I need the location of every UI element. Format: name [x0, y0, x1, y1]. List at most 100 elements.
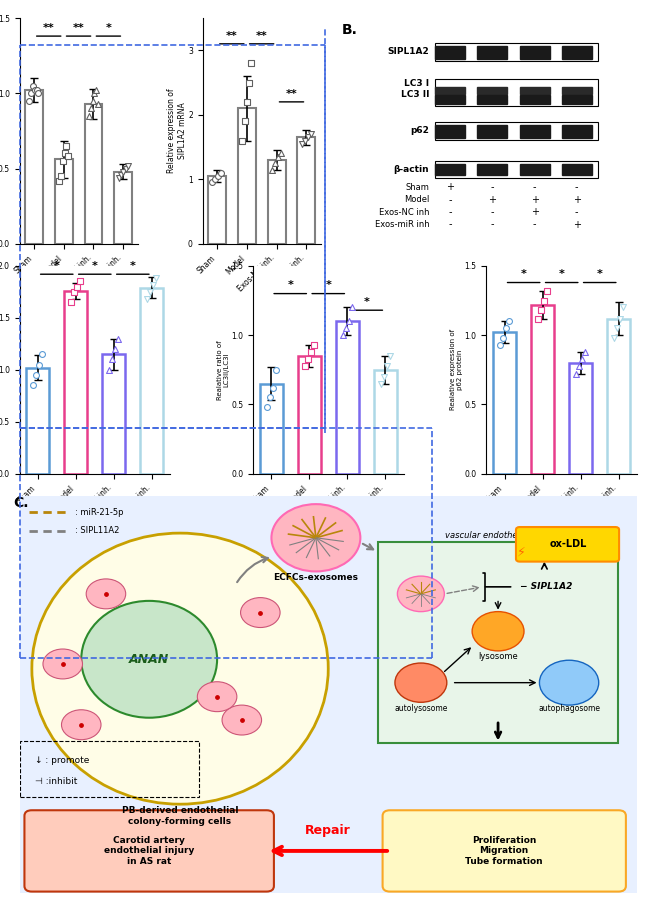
- Point: [577, 352, 588, 366]
- Point: [31, 368, 42, 382]
- Bar: [64, 290, 87, 474]
- Point: [309, 337, 319, 352]
- Text: autolysosome: autolysosome: [394, 704, 448, 713]
- Bar: [378, 542, 618, 743]
- Point: [501, 321, 512, 336]
- Point: [571, 367, 581, 382]
- Circle shape: [198, 682, 237, 712]
- Text: : SIPL11A2: : SIPL11A2: [75, 526, 120, 535]
- Text: lysosome: lysosome: [478, 652, 518, 661]
- Text: -: -: [575, 207, 578, 217]
- Point: [536, 303, 547, 318]
- Point: [237, 133, 248, 148]
- Text: Proliferation
Migration
Tube formation: Proliferation Migration Tube formation: [465, 836, 543, 866]
- Point: [118, 164, 129, 179]
- Bar: [103, 354, 125, 474]
- Bar: [32, 847, 266, 851]
- Text: *: *: [92, 261, 98, 272]
- Text: ⊣ :inhibit: ⊣ :inhibit: [35, 778, 77, 787]
- Text: +: +: [488, 195, 497, 205]
- Bar: [562, 125, 592, 138]
- Point: [303, 130, 313, 144]
- Point: [378, 370, 389, 384]
- Text: -: -: [448, 207, 452, 217]
- Bar: [298, 356, 320, 474]
- Point: [212, 689, 222, 704]
- Bar: [519, 125, 550, 138]
- Point: [385, 349, 395, 364]
- Text: +: +: [573, 219, 580, 230]
- Text: *: *: [597, 270, 603, 280]
- Bar: [336, 321, 359, 474]
- Circle shape: [272, 504, 360, 572]
- Point: [612, 321, 623, 336]
- Text: LC3 I
LC3 II: LC3 I LC3 II: [400, 79, 429, 99]
- Bar: [27, 368, 49, 474]
- Text: β-actin: β-actin: [393, 165, 429, 174]
- Bar: [519, 96, 550, 104]
- Text: *: *: [325, 281, 332, 290]
- Bar: [25, 90, 43, 244]
- Text: *: *: [287, 281, 293, 290]
- FancyBboxPatch shape: [25, 810, 274, 891]
- Text: -: -: [533, 219, 536, 230]
- Bar: [477, 87, 508, 94]
- Point: [498, 331, 508, 345]
- Bar: [436, 161, 598, 178]
- Point: [142, 292, 153, 307]
- Text: ox-LDL: ox-LDL: [549, 539, 586, 549]
- Bar: [477, 96, 508, 104]
- Bar: [436, 122, 598, 140]
- Bar: [32, 816, 266, 819]
- Point: [300, 358, 310, 373]
- Text: **: **: [285, 88, 297, 98]
- Point: [504, 314, 514, 328]
- Bar: [562, 164, 592, 176]
- Point: [116, 168, 126, 182]
- Text: B.: B.: [342, 23, 358, 37]
- Point: [26, 86, 36, 100]
- Point: [207, 175, 218, 189]
- Bar: [32, 830, 266, 833]
- Bar: [32, 869, 266, 872]
- Point: [346, 300, 357, 315]
- Text: Exos-miR inh: Exos-miR inh: [374, 220, 429, 229]
- Point: [28, 78, 38, 93]
- Bar: [32, 851, 266, 854]
- Circle shape: [222, 705, 261, 735]
- Point: [69, 285, 79, 299]
- Bar: [32, 826, 266, 830]
- Text: *: *: [105, 23, 111, 33]
- Circle shape: [240, 598, 280, 628]
- Point: [306, 345, 316, 359]
- Point: [145, 285, 155, 299]
- Point: [114, 170, 124, 185]
- Text: +: +: [530, 195, 539, 205]
- Bar: [32, 823, 266, 826]
- Bar: [562, 96, 592, 104]
- Point: [300, 133, 310, 148]
- Point: [297, 136, 307, 151]
- Text: -: -: [533, 182, 536, 192]
- Bar: [477, 125, 508, 138]
- Text: -: -: [491, 207, 494, 217]
- Bar: [607, 318, 630, 474]
- Bar: [436, 46, 465, 59]
- Bar: [208, 176, 226, 244]
- Text: **: **: [43, 23, 55, 33]
- Bar: [114, 171, 132, 244]
- Point: [110, 342, 120, 356]
- Point: [87, 94, 98, 108]
- Point: [31, 83, 42, 97]
- Y-axis label: Relative expression of
SIPL1A2 mRNA: Relative expression of SIPL1A2 mRNA: [167, 88, 187, 173]
- Text: p62: p62: [410, 126, 429, 135]
- Text: C.: C.: [13, 496, 29, 510]
- Point: [75, 274, 86, 289]
- Point: [239, 114, 250, 128]
- Text: *: *: [130, 261, 136, 272]
- Point: [151, 272, 162, 286]
- Bar: [268, 160, 285, 244]
- Point: [93, 97, 103, 111]
- Bar: [562, 87, 592, 94]
- Bar: [84, 104, 103, 244]
